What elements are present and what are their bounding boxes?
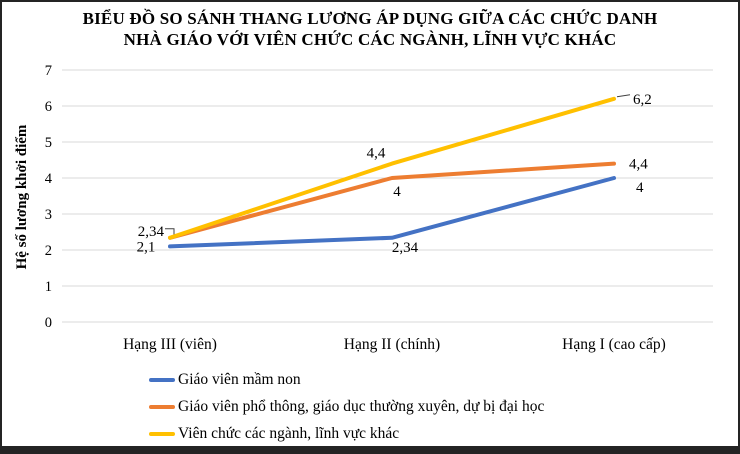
y-axis-tick-label: 5 — [45, 135, 52, 151]
legend-line-marker — [149, 431, 175, 436]
data-point-label: 4,4 — [367, 146, 386, 162]
series-line-2 — [168, 96, 616, 240]
legend-item-1: Giáo viên phổ thông, giáo dục thường xuy… — [149, 393, 544, 420]
y-axis-tick-label: 7 — [45, 63, 52, 79]
data-point-label: 2,34 — [138, 224, 165, 240]
series-line-1 — [168, 161, 616, 240]
legend-line-marker — [149, 404, 175, 409]
series-line-0 — [168, 176, 616, 249]
y-axis-tick-label: 0 — [45, 315, 52, 331]
chart-title-line2: NHÀ GIÁO VỚI VIÊN CHỨC CÁC NGÀNH, LĨNH V… — [123, 30, 617, 49]
y-axis-tick-label: 1 — [45, 279, 52, 295]
data-label-leader-line — [165, 228, 175, 236]
y-axis-tick-label: 6 — [45, 99, 52, 115]
data-point-label: 2,1 — [137, 239, 156, 255]
data-label-leader-line — [616, 94, 631, 98]
x-axis-category-label: Hạng II (chính) — [344, 336, 440, 353]
y-axis-tick-label: 3 — [45, 207, 52, 223]
data-point-label: 4 — [393, 184, 401, 200]
chart-title: BIỂU ĐỒ SO SÁNH THANG LƯƠNG ÁP DỤNG GIỮA… — [2, 8, 738, 50]
data-point-label: 4 — [636, 180, 644, 196]
line-chart-plot: 0 1 2 3 4 5 6 7 Hạng III (viên) Hạng II (chính) Hạ… — [14, 63, 713, 353]
legend-label: Viên chức các ngành, lĩnh vực khác — [178, 424, 400, 442]
y-axis-title: Hệ số lương khởi điểm — [14, 124, 30, 269]
chart-title-line1: BIỂU ĐỒ SO SÁNH THANG LƯƠNG ÁP DỤNG GIỮA… — [82, 9, 658, 28]
data-point-label: 4,4 — [629, 157, 648, 173]
x-axis-category-label: Hạng I (cao cấp) — [562, 336, 666, 353]
legend-label: Giáo viên mầm non — [178, 370, 301, 388]
data-point-label: 2,34 — [392, 240, 419, 256]
y-axis-tick-label: 2 — [45, 243, 52, 259]
legend-item-2: Viên chức các ngành, lĩnh vực khác — [149, 420, 544, 446]
data-point-label: 6,2 — [633, 92, 652, 108]
legend-item-0: Giáo viên mầm non — [149, 366, 544, 393]
chart-legend: Giáo viên mầm non Giáo viên phổ thông, gi… — [149, 366, 544, 446]
legend-line-marker — [149, 377, 175, 382]
legend-label: Giáo viên phổ thông, giáo dục thường xuy… — [178, 397, 545, 415]
y-axis-tick-label: 4 — [45, 171, 53, 187]
x-axis-category-label: Hạng III (viên) — [123, 336, 217, 353]
